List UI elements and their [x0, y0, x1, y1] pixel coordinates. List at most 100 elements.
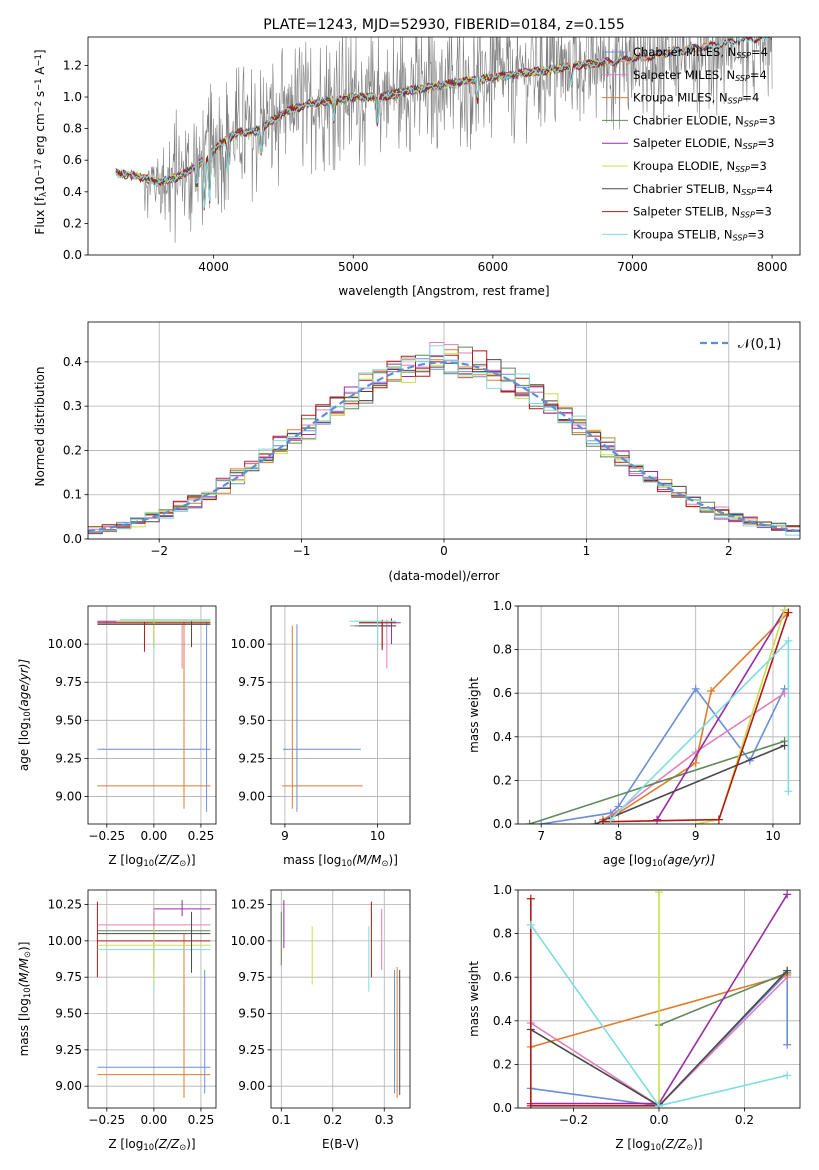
axis-frame: −0.25 0.00 0.25 9.00 9.25 9.50 9.75 10.00: [48, 605, 217, 843]
y-tick-label: 9.25: [238, 751, 265, 765]
y-tick-label: 9.50: [238, 1007, 265, 1021]
age_vs_Z-panel: −0.25 0.00 0.25 9.00 9.25 9.50 9.75 10.00 Z [log…: [17, 605, 217, 868]
label-part: =3: [747, 227, 764, 241]
y-tick-label: 0.2: [493, 1057, 512, 1071]
axis-frame: −0.2 0.0 0.2 0.0 0.2 0.4 0.6 0.8 1.0: [493, 883, 801, 1127]
y-tick-label: 0.6: [493, 686, 512, 700]
legend-label: Chabrier STELIB, NSSP=4: [633, 182, 773, 197]
y-tick-label: 0.4: [63, 185, 82, 199]
x-tick-label: 10: [370, 829, 385, 843]
label-part: ⊙: [179, 858, 186, 868]
x-tick-label: −0.25: [88, 829, 125, 843]
y-tick-label: 9.00: [238, 790, 265, 804]
axes-spines: [87, 889, 217, 1109]
x-axis-label: mass [log10(M/M⊙)]: [283, 853, 398, 868]
label-part: ⊙: [382, 858, 389, 868]
label-part: (Z/Z: [154, 1137, 180, 1151]
weight-marker-salpeter_stelib: [598, 817, 607, 824]
weight-marker-chabrier_stelib: [780, 741, 789, 750]
label-part: −1: [33, 79, 43, 91]
axes-spines: [87, 36, 801, 256]
label-part: ⊙: [686, 1142, 693, 1152]
x-tick-label: 0: [440, 544, 448, 558]
y-tick-label: 9.50: [55, 713, 82, 727]
x-axis-label: Z [log10(Z/Z⊙)]: [615, 1137, 702, 1152]
grid: [88, 890, 216, 1108]
x-axis-label: wavelength [Angstrom, rest frame]: [338, 284, 549, 298]
label-part: ⊙: [22, 951, 32, 958]
label-part: =3: [750, 159, 767, 173]
y-tick-label: 0.3: [63, 399, 82, 413]
x-axis-label: age [log10(age/yr)]: [603, 853, 716, 868]
label-part: Kroupa ELODIE, N: [633, 159, 735, 173]
label-part: mass [log: [283, 853, 341, 867]
weight-marker-salpeter_stelib: [714, 815, 723, 824]
weight-marker-kroupa_stelib: [783, 1071, 792, 1080]
x-tick-label: 6000: [478, 260, 509, 274]
label-part: 10: [143, 858, 154, 868]
grid: [271, 606, 410, 824]
label-part: SSP: [735, 73, 750, 82]
label-part: Chabrier ELODIE, N: [633, 113, 744, 127]
weight-marker-chabrier_elodie: [525, 820, 534, 824]
plot-area: [526, 890, 792, 1108]
label-part: Salpeter ELODIE, N: [633, 136, 743, 150]
x-tick-label: 9: [281, 829, 289, 843]
label-part: =4: [742, 91, 759, 105]
x-tick-label: 8000: [757, 260, 788, 274]
weight-marker-kroupa_elodie: [691, 820, 700, 824]
y-tick-label: 0.4: [493, 1014, 512, 1028]
y-tick-label: 0.0: [493, 817, 512, 831]
grid: [88, 606, 216, 824]
label-part: =3: [759, 113, 776, 127]
weight-marker-salpeter_elodie: [783, 890, 792, 899]
legend-label: Kroupa STELIB, NSSP=3: [633, 227, 764, 242]
x-tick-label: −2: [150, 544, 168, 558]
y-tick-label: 0.0: [63, 532, 82, 546]
weight-marker-kroupa_elodie: [655, 890, 663, 897]
weight-marker-kroupa_stelib: [784, 636, 793, 645]
x-tick-label: 8: [615, 829, 623, 843]
y-tick-label: 1.0: [493, 883, 512, 897]
model-spectrum-kroupa_stelib: [115, 37, 772, 209]
weight-marker-kroupa_stelib: [784, 787, 793, 796]
mass_vs_ebv-panel: 0.1 0.2 0.3 9.00 9.25 9.50 9.75 10.00 10.25 E(B-V…: [231, 889, 411, 1151]
label-part: erg cm: [33, 113, 47, 159]
x-tick-label: 0.0: [649, 1113, 668, 1127]
y-tick-label: 9.50: [55, 1007, 82, 1021]
label-part: Chabrier MILES, N: [633, 45, 736, 59]
label-part: )]: [186, 853, 195, 867]
weight-marker-salpeter_miles: [780, 689, 789, 698]
y-tick-label: 9.25: [55, 1043, 82, 1057]
residual-panel: −2 −1 0 1 2 0.0 0.1 0.2 0.3 0.4 (data-model)/error…: [33, 321, 801, 583]
plot-area: [280, 900, 401, 1098]
label-part: mass [log: [17, 998, 31, 1056]
label-part: Z [log: [615, 1137, 650, 1151]
x-tick-label: −1: [293, 544, 311, 558]
x-tick-label: 0.00: [141, 829, 168, 843]
weight-marker-chabrier_stelib: [591, 820, 600, 824]
y-tick-label: 0.2: [63, 443, 82, 457]
label-part: (age/yr)]: [663, 853, 716, 867]
y-tick-label: 1.2: [63, 58, 82, 72]
label-part: Salpeter MILES, N: [633, 68, 735, 82]
y-tick-label: 0.8: [63, 122, 82, 136]
x-tick-label: 0.25: [188, 1113, 215, 1127]
plot-area: [96, 900, 211, 1098]
grid: [518, 605, 800, 825]
legend-label: Salpeter STELIB, NSSP=3: [633, 205, 772, 220]
label-part: =4: [750, 68, 767, 82]
y-tick-label: 10.25: [231, 898, 265, 912]
label-part: 10: [341, 858, 352, 868]
x-tick-label: 7000: [617, 260, 648, 274]
y-tick-label: 0.6: [493, 970, 512, 984]
y-tick-label: 1.0: [493, 599, 512, 613]
plot-area: [97, 618, 211, 812]
plot-area: [282, 618, 401, 812]
label-part: (age/yr)]: [17, 659, 31, 712]
weight-marker-salpeter_stelib: [526, 1101, 535, 1108]
label-part: =4: [751, 45, 768, 59]
legend-label: Kroupa MILES, NSSP=4: [633, 91, 759, 106]
